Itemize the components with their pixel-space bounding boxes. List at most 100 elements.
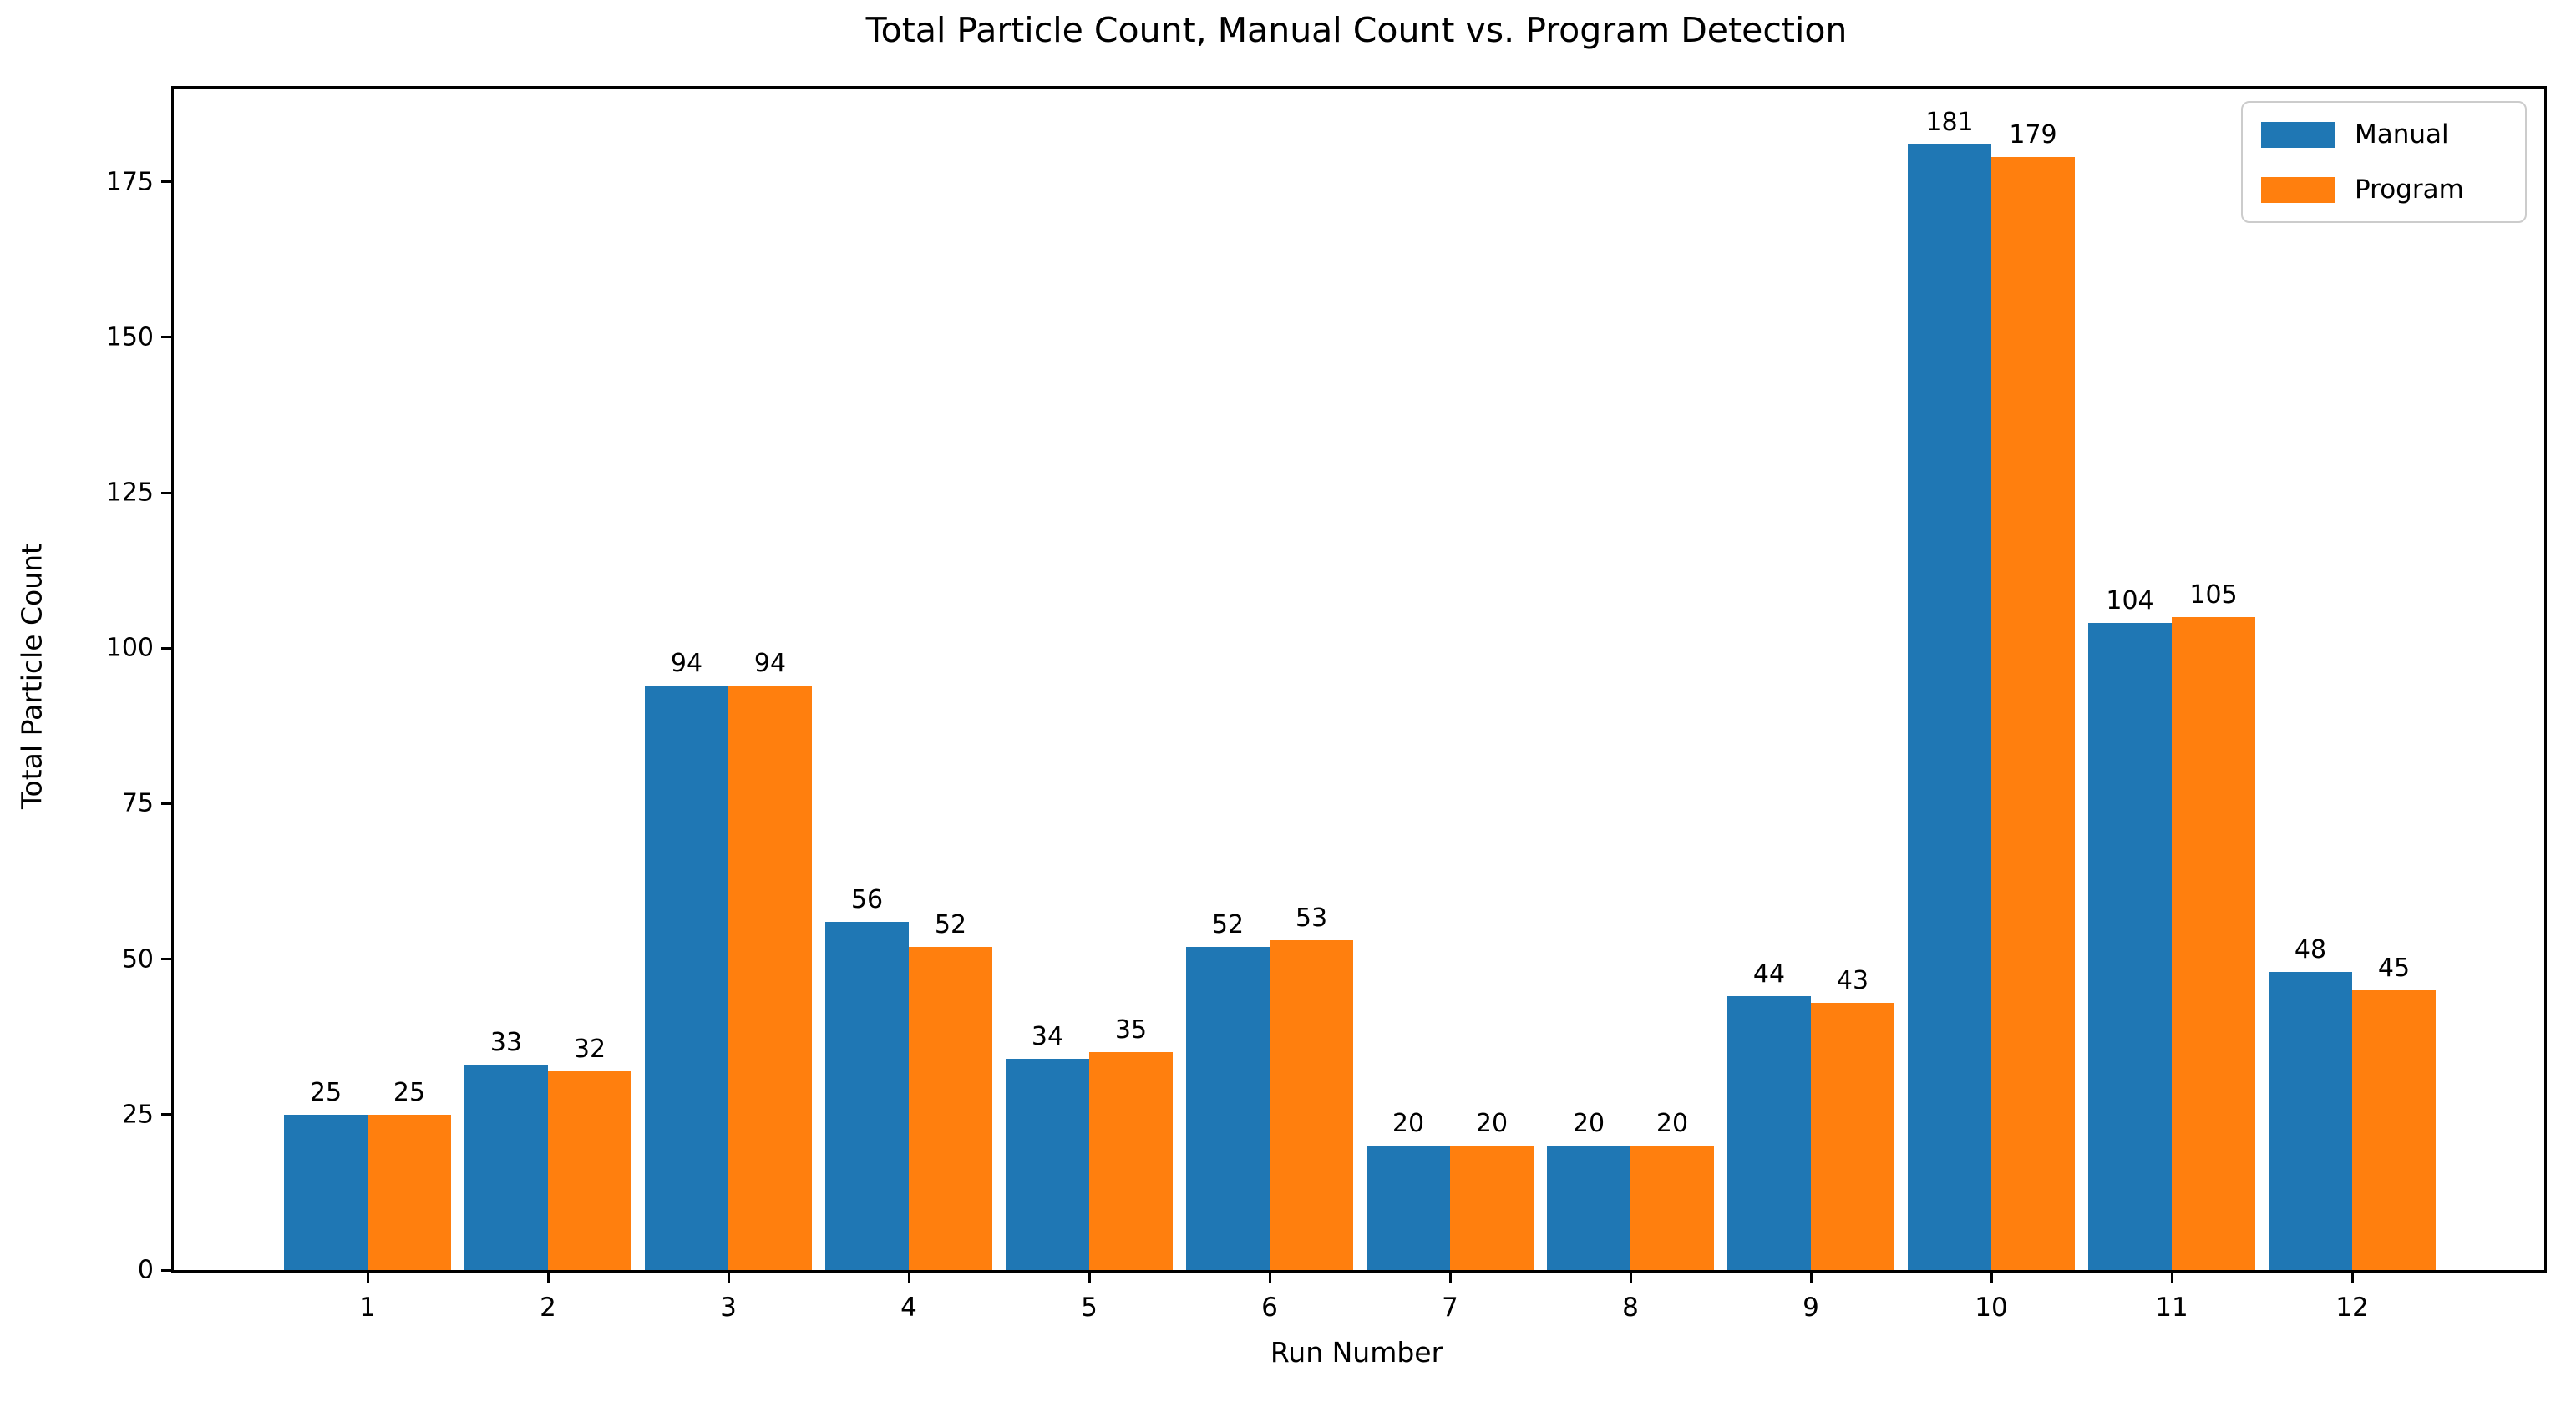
bar-value-label-manual: 56 [850, 884, 884, 914]
x-tick-label: 4 [900, 1293, 917, 1323]
bar-value-label-manual: 48 [2294, 934, 2327, 964]
y-axis-label: Total Particle Count [15, 544, 48, 809]
bar-value-label-program: 94 [753, 648, 787, 678]
y-tick-mark [161, 1113, 171, 1116]
bar-value-label-program: 25 [393, 1077, 426, 1107]
bar-manual [1727, 996, 1811, 1270]
bar-program [909, 946, 992, 1270]
bar-program [1991, 156, 2075, 1270]
legend-swatch-manual [2261, 121, 2335, 148]
bar-value-label-program: 53 [1295, 903, 1328, 934]
y-tick-mark [161, 180, 171, 184]
bar-value-label-manual: 94 [670, 648, 703, 678]
x-tick-mark [1448, 1273, 1452, 1283]
x-tick-label: 3 [720, 1293, 737, 1323]
x-axis-label: Run Number [1270, 1336, 1443, 1369]
x-tick-mark [2170, 1273, 2173, 1283]
bar-value-label-program: 20 [1475, 1109, 1509, 1139]
bar-value-label-program: 43 [1836, 965, 1869, 995]
bar-value-label-program: 105 [2189, 580, 2238, 610]
y-tick-mark [161, 646, 171, 650]
bar-manual [1908, 144, 1991, 1270]
bar-program [1450, 1146, 1534, 1270]
bar-value-label-program: 179 [2009, 119, 2057, 149]
bar-manual [1006, 1058, 1089, 1270]
bar-manual [1186, 946, 1270, 1270]
x-tick-mark [1268, 1273, 1271, 1283]
plot-area: 0 25 50 75 100 125 150 175 1 25 25 2 33 32 3 94 94 4 56 52 5… [106, 86, 2547, 1323]
legend-row-manual: Manual [2261, 119, 2507, 149]
x-tick-label: 2 [540, 1293, 556, 1323]
x-tick-label: 8 [1622, 1293, 1639, 1323]
y-tick-mark [161, 958, 171, 961]
x-tick-mark [727, 1273, 730, 1283]
legend-label-program: Program [2355, 175, 2464, 205]
bar-manual [2269, 971, 2352, 1270]
y-tick-mark [161, 1268, 171, 1272]
legend-row-program: Program [2261, 175, 2507, 205]
x-tick-label: 1 [359, 1293, 376, 1323]
x-tick-label: 10 [1975, 1293, 2008, 1323]
y-tick-label: 75 [121, 788, 154, 818]
bar-program [1089, 1052, 1173, 1270]
x-tick-mark [546, 1273, 550, 1283]
y-tick-label: 150 [105, 322, 154, 352]
x-tick-mark [366, 1273, 369, 1283]
bar-program [368, 1114, 451, 1270]
bar-manual [645, 685, 728, 1270]
bar-program [548, 1070, 631, 1270]
bar-value-label-manual: 20 [1392, 1109, 1425, 1139]
bar-value-label-manual: 33 [489, 1028, 523, 1058]
y-tick-label: 175 [105, 167, 154, 197]
x-tick-mark [2350, 1273, 2354, 1283]
x-tick-label: 9 [1803, 1293, 1819, 1323]
y-tick-label: 25 [121, 1100, 154, 1130]
bar-value-label-manual: 44 [1752, 959, 1786, 989]
bar-value-label-manual: 20 [1572, 1109, 1605, 1139]
x-tick-mark [907, 1273, 910, 1283]
y-tick-mark [161, 491, 171, 494]
y-tick-mark [161, 802, 171, 805]
bar-manual [2088, 623, 2172, 1270]
bar-manual [284, 1114, 368, 1270]
bar-value-label-program: 45 [2377, 953, 2411, 983]
bar-program [1630, 1146, 1714, 1270]
x-tick-label: 11 [2155, 1293, 2188, 1323]
bar-value-label-program: 20 [1656, 1109, 1689, 1139]
y-tick-label: 0 [137, 1255, 154, 1285]
x-tick-label: 12 [2335, 1293, 2369, 1323]
x-tick-label: 5 [1081, 1293, 1098, 1323]
bar-value-label-manual: 52 [1211, 909, 1245, 939]
bar-value-label-manual: 104 [2106, 586, 2154, 616]
x-tick-label: 6 [1261, 1293, 1278, 1323]
bar-manual [825, 921, 909, 1270]
bar-value-label-program: 32 [573, 1034, 606, 1064]
bar-program [728, 685, 812, 1270]
legend-label-manual: Manual [2355, 119, 2449, 149]
bar-manual [464, 1065, 548, 1270]
bar-program [2172, 617, 2255, 1270]
bar-program [1811, 1002, 1894, 1270]
bar-manual [1367, 1146, 1450, 1270]
legend-swatch-program [2261, 176, 2335, 203]
y-tick-label: 50 [121, 944, 154, 974]
y-tick-label: 125 [105, 478, 154, 508]
bar-value-label-program: 52 [934, 909, 967, 939]
bar-program [1270, 940, 1353, 1270]
x-tick-mark [1088, 1273, 1091, 1283]
y-tick-label: 100 [105, 633, 154, 663]
bar-program [2352, 989, 2436, 1270]
x-tick-label: 7 [1442, 1293, 1458, 1323]
x-tick-mark [1629, 1273, 1632, 1283]
bar-manual [1547, 1146, 1630, 1270]
x-tick-mark [1990, 1273, 1993, 1283]
y-tick-mark [161, 336, 171, 339]
legend: Manual Program [2241, 101, 2527, 223]
bar-value-label-program: 35 [1114, 1015, 1148, 1045]
bar-value-label-manual: 25 [309, 1077, 342, 1107]
x-tick-mark [1809, 1273, 1813, 1283]
bar-value-label-manual: 181 [1925, 108, 1974, 138]
chart-title: Total Particle Count, Manual Count vs. P… [865, 10, 1848, 50]
bar-value-label-manual: 34 [1031, 1021, 1064, 1051]
